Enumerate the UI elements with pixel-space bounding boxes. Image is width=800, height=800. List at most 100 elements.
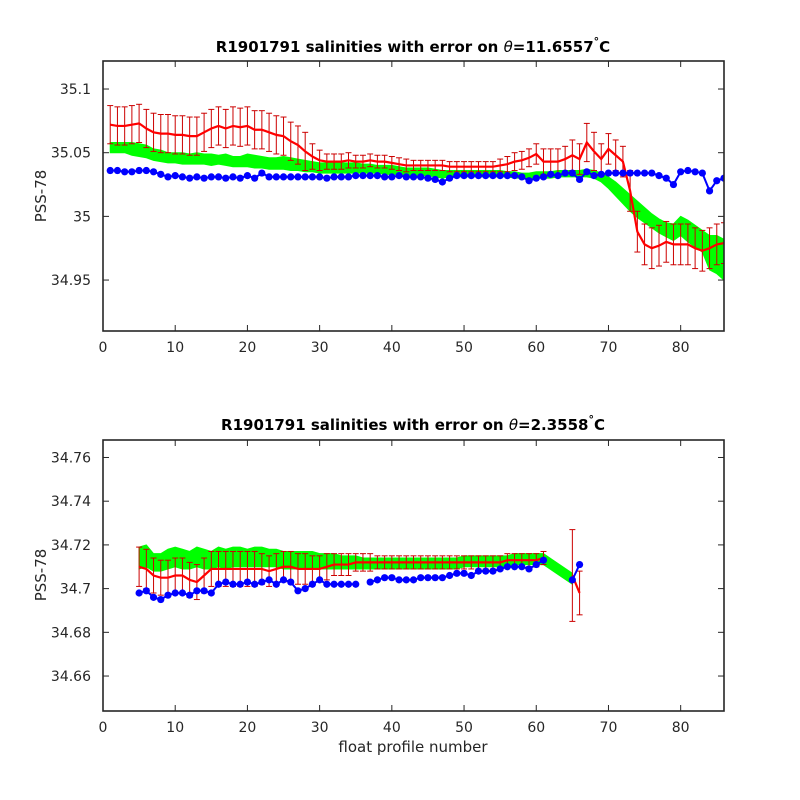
observed-point	[409, 576, 418, 584]
observed-point	[554, 172, 562, 180]
observed-point	[272, 173, 280, 181]
observed-point	[575, 175, 584, 184]
observed-point	[496, 172, 504, 180]
x-tick-label: 10	[166, 340, 184, 356]
observed-point	[438, 178, 446, 186]
observed-point	[316, 173, 324, 181]
observed-point	[229, 580, 237, 588]
x-tick-label: 30	[311, 720, 329, 736]
observed-point	[178, 589, 187, 597]
observed-point	[496, 565, 504, 573]
observed-point	[503, 563, 511, 571]
observed-point	[344, 580, 353, 588]
observed-point	[453, 172, 461, 180]
observed-point	[489, 567, 497, 575]
x-tick-label: 80	[672, 340, 690, 356]
observed-point	[157, 595, 165, 604]
observed-point	[402, 576, 410, 584]
observed-point	[301, 585, 309, 593]
observed-point	[677, 168, 685, 176]
observed-point	[279, 173, 288, 181]
mapped-salinity-line	[138, 556, 544, 584]
observed-point	[510, 172, 519, 180]
observed-point	[128, 168, 136, 176]
observed-point	[590, 172, 598, 180]
observed-point	[446, 174, 454, 182]
observed-point	[236, 580, 244, 588]
observed-point	[662, 174, 670, 182]
observed-point	[604, 169, 613, 177]
observed-point	[640, 169, 649, 177]
observed-point	[294, 587, 302, 595]
observed-point	[539, 556, 548, 564]
x-tick-label: 50	[455, 720, 473, 736]
observed-point	[431, 574, 439, 582]
observed-point	[626, 169, 634, 177]
observed-point	[525, 177, 533, 185]
observed-point	[648, 169, 656, 177]
observed-point	[503, 172, 511, 180]
observed-point	[214, 173, 223, 181]
chart-title-bottom: R1901791 salinities with error on θ=2.35…	[221, 413, 605, 434]
y-tick-label: 34.74	[51, 494, 91, 510]
y-tick-label: 34.68	[51, 625, 91, 641]
x-tick-label: 10	[166, 720, 184, 736]
observed-point	[568, 576, 576, 584]
chart-title-top: R1901791 salinities with error on θ=11.6…	[216, 35, 610, 56]
observed-point	[193, 173, 201, 181]
observed-point	[539, 173, 548, 181]
observed-point	[619, 169, 627, 177]
observed-point	[337, 580, 345, 588]
observed-point	[200, 587, 208, 595]
observed-point	[251, 580, 259, 588]
observed-point	[655, 172, 663, 180]
observed-point	[366, 578, 374, 586]
observed-point	[561, 169, 569, 177]
observed-point	[525, 565, 533, 573]
observed-point	[402, 173, 410, 181]
plot-content	[106, 103, 724, 281]
observed-point	[301, 173, 309, 181]
x-tick-label: 20	[239, 720, 257, 736]
observed-point	[200, 174, 208, 182]
y-tick-label: 34.7	[60, 582, 91, 598]
observed-point	[474, 172, 483, 180]
x-tick-label: 20	[239, 340, 257, 356]
observed-point	[684, 166, 692, 175]
observed-point	[359, 172, 367, 180]
observed-point	[424, 174, 432, 182]
plot-content	[135, 529, 584, 622]
observed-point	[243, 172, 252, 180]
observed-point	[164, 173, 172, 181]
observed-point	[395, 576, 403, 584]
observed-point	[142, 166, 150, 175]
observed-point	[272, 580, 280, 588]
observed-point	[171, 172, 179, 180]
observed-point	[532, 174, 540, 182]
observed-point	[258, 578, 266, 586]
observed-point	[446, 571, 454, 580]
y-tick-label: 35.1	[60, 82, 91, 98]
observed-point	[474, 567, 483, 575]
observed-point	[207, 589, 215, 597]
observed-point	[482, 172, 490, 180]
observed-point	[409, 173, 418, 181]
observed-point	[669, 180, 678, 189]
observed-point	[323, 174, 331, 182]
observed-point	[583, 168, 591, 176]
observed-point	[381, 574, 389, 582]
observed-point	[294, 173, 302, 181]
observed-point	[518, 563, 526, 571]
observed-point	[279, 576, 288, 584]
observed-point	[467, 571, 475, 580]
observed-point	[222, 578, 230, 586]
mapped-salinity-line	[110, 122, 724, 252]
observed-point	[337, 173, 345, 181]
observed-point	[251, 174, 259, 182]
observed-point	[308, 173, 317, 181]
observed-point	[460, 172, 468, 180]
observed-point	[106, 166, 114, 175]
observed-point	[460, 569, 468, 577]
observed-point	[352, 580, 360, 588]
